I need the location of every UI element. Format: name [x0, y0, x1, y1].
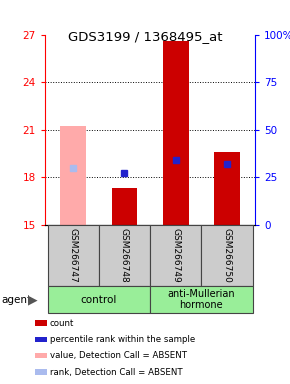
- Text: GSM266750: GSM266750: [222, 228, 231, 283]
- Bar: [35, 337, 47, 342]
- Bar: [48, 225, 99, 286]
- Text: GSM266749: GSM266749: [171, 228, 180, 283]
- Bar: [150, 286, 253, 313]
- Text: GSM266747: GSM266747: [69, 228, 78, 283]
- Text: value, Detection Call = ABSENT: value, Detection Call = ABSENT: [50, 351, 186, 360]
- Bar: [112, 188, 137, 225]
- Text: anti-Mullerian
hormone: anti-Mullerian hormone: [168, 289, 235, 310]
- Text: ▶: ▶: [28, 293, 37, 306]
- Text: control: control: [81, 295, 117, 305]
- Bar: [35, 369, 47, 375]
- Text: count: count: [50, 319, 74, 328]
- Bar: [35, 353, 47, 358]
- Bar: [201, 225, 253, 286]
- Bar: [163, 41, 188, 225]
- Bar: [150, 225, 201, 286]
- Bar: [214, 152, 240, 225]
- Bar: [48, 286, 150, 313]
- Bar: [35, 320, 47, 326]
- Bar: [99, 225, 150, 286]
- Text: agent: agent: [1, 295, 32, 305]
- Text: percentile rank within the sample: percentile rank within the sample: [50, 335, 195, 344]
- Text: rank, Detection Call = ABSENT: rank, Detection Call = ABSENT: [50, 367, 182, 376]
- Text: GSM266748: GSM266748: [120, 228, 129, 283]
- Text: GDS3199 / 1368495_at: GDS3199 / 1368495_at: [68, 30, 222, 43]
- Bar: [60, 126, 86, 225]
